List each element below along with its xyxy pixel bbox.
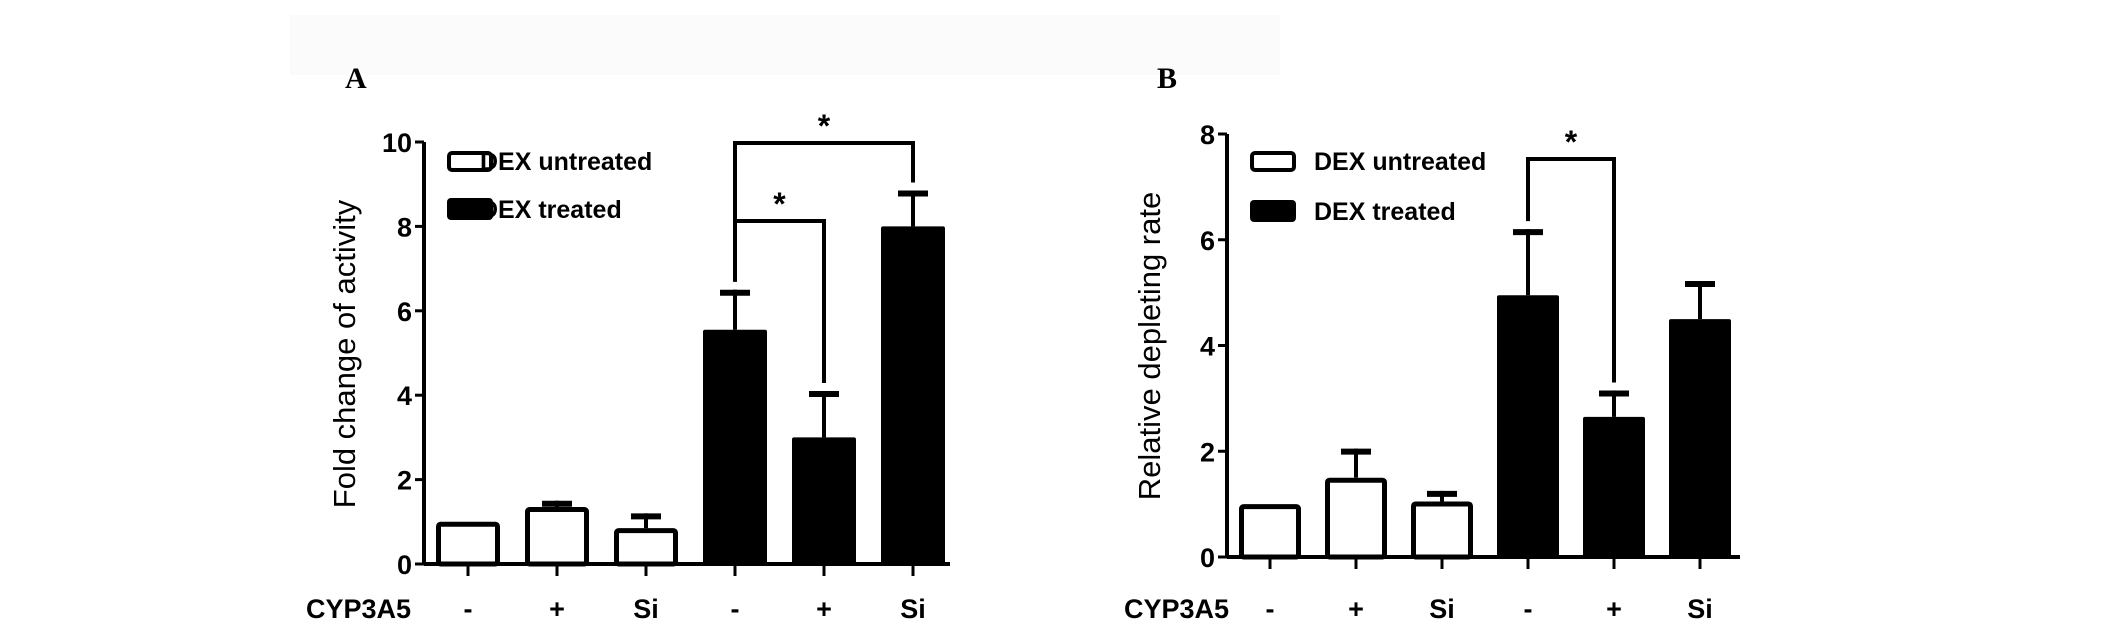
y-tick-label: 8: [1200, 120, 1215, 150]
x-tick-label: +: [1348, 594, 1364, 624]
bar-dex-treated: [1669, 319, 1731, 557]
legend-swatch-untreated: [1250, 151, 1296, 172]
x-axis-label: CYP3A5: [1124, 594, 1229, 624]
legend-swatch-treated: [1250, 200, 1296, 222]
x-tick-label: Si: [633, 594, 659, 624]
y-tick-label: 2: [1200, 437, 1215, 467]
x-tick-label: -: [1524, 594, 1533, 624]
y-axis-label: Fold change of activity: [327, 199, 362, 508]
y-tick-label: 6: [397, 297, 412, 327]
bar-dex-untreated: [525, 507, 589, 567]
x-tick-label: Si: [900, 594, 926, 624]
legend-swatch-treated: [447, 198, 493, 220]
bar-dex-treated: [1583, 416, 1645, 557]
legend-label-treated: DEX treated: [1314, 198, 1456, 226]
bar-dex-untreated: [1239, 504, 1301, 560]
legend-label-untreated: DEX untreated: [480, 148, 652, 176]
bar-dex-untreated: [1411, 501, 1473, 560]
y-tick-label: 0: [1200, 543, 1215, 573]
panel-label: B: [1157, 62, 1177, 95]
bar-dex-treated: [881, 226, 945, 564]
y-tick-label: 6: [1200, 226, 1215, 256]
chart-panel-b: B Relative depleting rate 0 2 4 6 8 - + Si - + Si CYP…: [1124, 62, 1740, 624]
legend-label-treated: DEX treated: [480, 196, 622, 224]
significance-star: *: [818, 108, 831, 144]
x-tick-label: -: [464, 594, 473, 624]
bar-dex-treated: [792, 437, 856, 564]
legend-swatch-untreated: [447, 151, 493, 172]
x-tick-label: +: [816, 594, 832, 624]
y-tick-label: 4: [397, 381, 412, 411]
x-tick-label: +: [1606, 594, 1622, 624]
significance-bracket: [733, 141, 915, 282]
y-tick-label: 2: [397, 466, 412, 496]
bar-dex-treated: [1497, 295, 1559, 557]
bar-dex-untreated: [614, 528, 678, 567]
panel-label: A: [345, 62, 367, 95]
significance-star: *: [773, 186, 786, 222]
y-tick-label: 10: [382, 128, 412, 158]
bar-dex-untreated: [1325, 477, 1387, 560]
legend-label-untreated: DEX untreated: [1314, 148, 1486, 176]
y-tick-label: 4: [1200, 332, 1215, 362]
x-axis-label: CYP3A5: [306, 594, 411, 624]
chart-panel-a: A Fold change of activity 0 2 4 6 8 10 - + Si - + Si C…: [306, 62, 950, 624]
significance-star: *: [1565, 124, 1578, 160]
bar-dex-untreated: [436, 521, 500, 567]
x-tick-label: -: [731, 594, 740, 624]
x-tick-label: Si: [1687, 594, 1713, 624]
significance-bracket: [1526, 157, 1616, 383]
y-tick-label: 8: [397, 212, 412, 242]
bar-dex-treated: [703, 329, 767, 564]
y-tick-label: 0: [397, 550, 412, 580]
x-tick-label: Si: [1429, 594, 1455, 624]
x-tick-label: +: [549, 594, 565, 624]
x-tick-label: -: [1266, 594, 1275, 624]
significance-bracket: [733, 219, 826, 383]
y-axis-label: Relative depleting rate: [1132, 192, 1167, 500]
